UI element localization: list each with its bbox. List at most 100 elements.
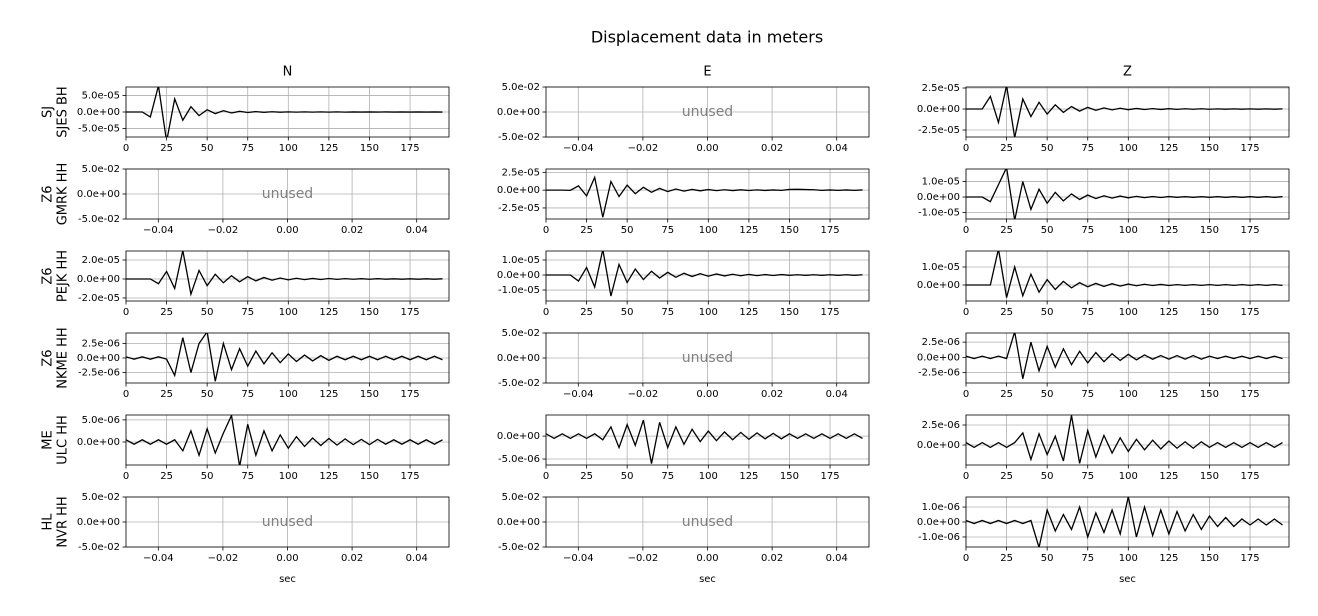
x-tick-label: −0.02 [628, 389, 659, 400]
panel: −0.04 −0.02 0.00 0.02 0.04 5.0e-02 0.0e+00 -5.0… [41, 163, 450, 236]
frame [965, 168, 1290, 220]
trace [546, 175, 863, 218]
x-tick-label: 100 [279, 389, 298, 400]
x-tick-label: 175 [1240, 471, 1259, 482]
x-tick-label: 75 [1081, 553, 1094, 564]
x-tick-label: 0.04 [826, 143, 848, 154]
x-tick-label: 125 [1159, 553, 1178, 564]
x-tick-label: 25 [160, 389, 173, 400]
trace [966, 415, 1283, 464]
y-axis-label: NKME HH [56, 327, 71, 388]
x-tick-label: 0.02 [761, 553, 783, 564]
panel: 0 25 50 75 100 125 150 175 2.5e-05 0.0e+00 -2.5e-0… [917, 65, 1290, 154]
y-tick-label: 1.0e-05 [922, 177, 960, 188]
x-tick-label: 0.02 [761, 143, 783, 154]
y-tick-label: -5.0e-02 [498, 378, 540, 389]
x-tick-label: 100 [1119, 225, 1138, 236]
x-tick-label: 175 [400, 143, 419, 154]
x-tick-label: 0.00 [696, 143, 718, 154]
y-tick-label: 5.0e-06 [82, 415, 120, 426]
x-tick-label: 125 [319, 307, 338, 318]
frame [965, 414, 1290, 466]
y-tick-label: 2.5e-06 [922, 420, 960, 431]
y-tick-label: 1.0e-06 [922, 502, 960, 513]
y-tick-label: -2.5e-05 [498, 203, 540, 214]
x-tick-label: 0 [963, 553, 969, 564]
y-tick-label: 0.0e+00 [917, 192, 960, 203]
x-tick-label: 125 [739, 307, 758, 318]
x-tick-label: 0.02 [761, 389, 783, 400]
x-tick-label: 25 [1000, 307, 1013, 318]
y-tick-label: 2.5e-05 [922, 83, 960, 94]
plot-area [966, 169, 1289, 219]
panel: 0 25 50 75 100 125 150 175 1.0e-06 0.0e+00 -1.0e-0… [917, 496, 1290, 585]
x-tick-label: 150 [780, 225, 799, 236]
x-tick-label: 75 [1081, 389, 1094, 400]
frame [545, 414, 870, 466]
x-tick-label: 50 [201, 143, 214, 154]
y-tick-label: -5.0e-02 [78, 542, 120, 553]
y-tick-label: -5.0e-02 [498, 132, 540, 143]
frame [965, 332, 1290, 384]
y-tick-label: 5.0e-02 [82, 492, 120, 503]
y-tick-label: 0.0e+00 [77, 353, 120, 364]
y-tick-label: 2.5e-05 [502, 167, 540, 178]
x-tick-label: −0.02 [208, 225, 239, 236]
x-tick-label: −0.04 [563, 389, 594, 400]
x-tick-label: 75 [241, 471, 254, 482]
x-tick-label: 25 [160, 307, 173, 318]
plot-area [966, 415, 1289, 465]
frame [125, 250, 450, 302]
y-tick-label: -5.0e-06 [498, 454, 540, 465]
trace [966, 87, 1283, 137]
y-tick-label: 0.0e+00 [77, 189, 120, 200]
panel: 0 25 50 75 100 125 150 175 1.0e-05 0.0e+00 -1.0e-0… [497, 250, 870, 318]
y-axis-label: NVR HH [56, 496, 71, 547]
x-tick-label: 0 [543, 225, 549, 236]
x-tick-label: 0 [123, 307, 129, 318]
x-tick-label: 100 [1119, 389, 1138, 400]
x-tick-label: 100 [1119, 307, 1138, 318]
x-tick-label: −0.04 [563, 553, 594, 564]
y-axis-label: Z6 [41, 349, 56, 366]
frame [125, 168, 450, 220]
x-tick-label: 175 [820, 471, 839, 482]
y-axis-label: PEJK HH [56, 250, 71, 302]
x-tick-label: −0.04 [143, 225, 174, 236]
y-tick-label: -2.5e-05 [918, 125, 960, 136]
x-tick-label: 125 [1159, 307, 1178, 318]
x-tick-label: 25 [580, 307, 593, 318]
x-tick-label: 100 [1119, 553, 1138, 564]
frame [125, 332, 450, 384]
annotation: unused [682, 104, 733, 120]
x-tick-label: 50 [1041, 143, 1054, 154]
x-tick-label: 125 [739, 471, 758, 482]
y-tick-label: 0.0e+00 [497, 431, 540, 442]
x-tick-label: 150 [1200, 143, 1219, 154]
x-tick-label: 25 [580, 225, 593, 236]
x-tick-label: 50 [201, 389, 214, 400]
x-tick-label: 75 [661, 307, 674, 318]
x-tick-label: 100 [279, 143, 298, 154]
frame [545, 168, 870, 220]
x-tick-label: 25 [1000, 143, 1013, 154]
x-tick-label: 125 [1159, 389, 1178, 400]
x-tick-label: 0.04 [826, 553, 848, 564]
x-tick-label: 100 [699, 471, 718, 482]
panel: 0 25 50 75 100 125 150 175 5.0e-05 0.0e+00 -5.0e-0… [41, 65, 450, 154]
x-tick-label: 100 [279, 307, 298, 318]
y-tick-label: 0.0e+00 [77, 274, 120, 285]
x-tick-label: 50 [621, 225, 634, 236]
frame [545, 332, 870, 384]
x-tick-label: 150 [1200, 471, 1219, 482]
x-tick-label: 0.04 [406, 225, 428, 236]
x-tick-label: 0 [123, 143, 129, 154]
y-tick-label: -1.0e-06 [918, 532, 960, 543]
x-tick-label: 0 [543, 471, 549, 482]
x-tick-label: 125 [319, 389, 338, 400]
y-axis-label: SJ [41, 106, 56, 118]
x-tick-label: 125 [319, 471, 338, 482]
x-tick-label: 175 [820, 307, 839, 318]
plot-area [966, 87, 1289, 137]
